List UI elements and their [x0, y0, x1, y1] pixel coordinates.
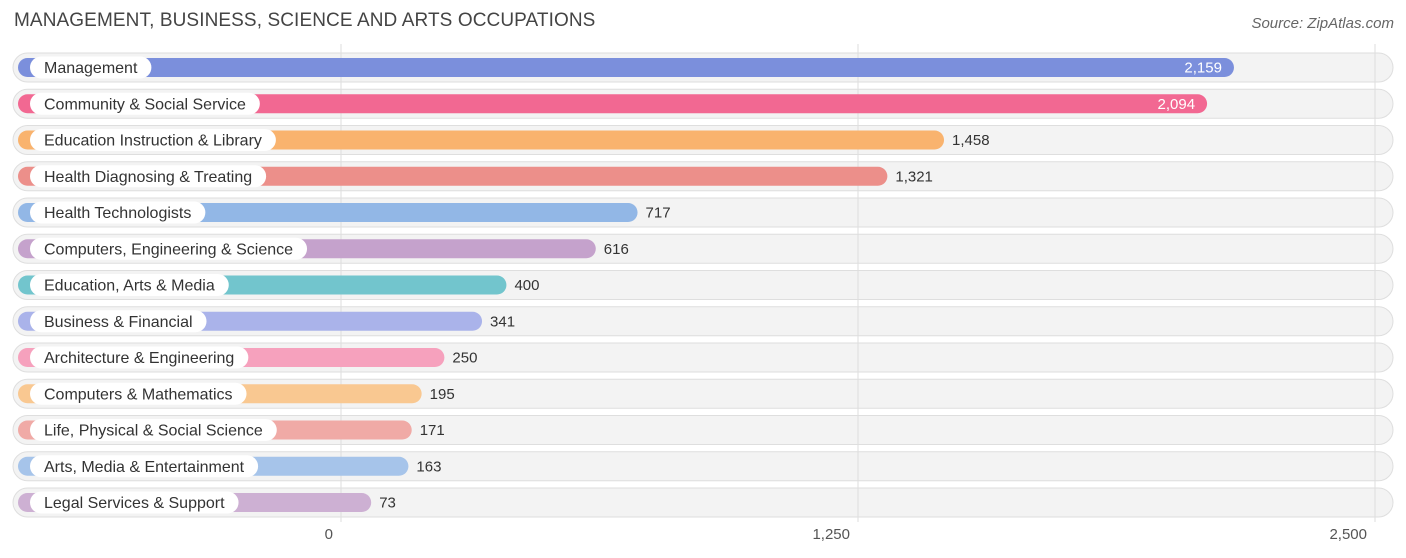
category-label: Computers & Mathematics [44, 386, 233, 403]
bars: Management 2,159 Community & Social Servic… [18, 56, 1234, 514]
value-label: 2,159 [1184, 60, 1222, 77]
value-label: 341 [490, 313, 515, 330]
value-label: 717 [646, 205, 671, 222]
category-label: Legal Services & Support [44, 495, 225, 512]
category-label-pill [30, 129, 276, 151]
category-label: Community & Social Service [44, 96, 246, 113]
category-label-pill [30, 92, 260, 115]
value-label: 250 [452, 350, 477, 367]
x-tick-label: 0 [325, 526, 333, 543]
category-label: Health Technologists [44, 205, 191, 222]
source-note: Source: ZipAtlas.com [1251, 15, 1394, 32]
x-tick-label: 2,500 [1329, 526, 1367, 543]
value-label: 163 [416, 458, 441, 475]
category-label-pill [30, 419, 277, 441]
chart-title: MANAGEMENT, BUSINESS, SCIENCE AND ARTS O… [14, 10, 596, 31]
value-label: 171 [420, 422, 445, 439]
category-label-pill [30, 165, 267, 188]
x-tick-label: 1,250 [812, 526, 850, 543]
value-label: 400 [514, 277, 539, 294]
category-label-pill [30, 56, 152, 79]
category-label-pill [30, 310, 207, 333]
category-label: Life, Physical & Social Science [44, 423, 263, 440]
x-axis-ticks: 0 1,250 2,500 [325, 526, 1367, 543]
category-label-pill [30, 237, 308, 260]
value-label: 1,321 [895, 168, 933, 185]
category-label: Health Diagnosing & Treating [44, 169, 252, 186]
category-label: Business & Financial [44, 314, 193, 331]
bar [18, 58, 1234, 77]
category-label-pill [30, 201, 206, 224]
value-label: 195 [430, 386, 455, 403]
category-label-pill [30, 274, 229, 296]
bar [18, 94, 1208, 114]
category-label: Education, Arts & Media [44, 278, 215, 295]
value-label: 73 [379, 495, 396, 512]
value-label: 616 [604, 241, 629, 258]
category-label: Arts, Media & Entertainment [44, 459, 245, 476]
category-label: Computers, Engineering & Science [44, 241, 293, 258]
category-label: Architecture & Engineering [44, 350, 234, 367]
value-label: 1,458 [952, 132, 990, 149]
category-label-pill [30, 491, 239, 514]
category-label: Education Instruction & Library [44, 133, 262, 150]
category-label-pill [30, 346, 249, 369]
category-label: Management [44, 60, 138, 77]
category-label-pill [30, 455, 259, 478]
category-label-pill [30, 382, 247, 405]
value-label: 2,094 [1158, 96, 1196, 113]
